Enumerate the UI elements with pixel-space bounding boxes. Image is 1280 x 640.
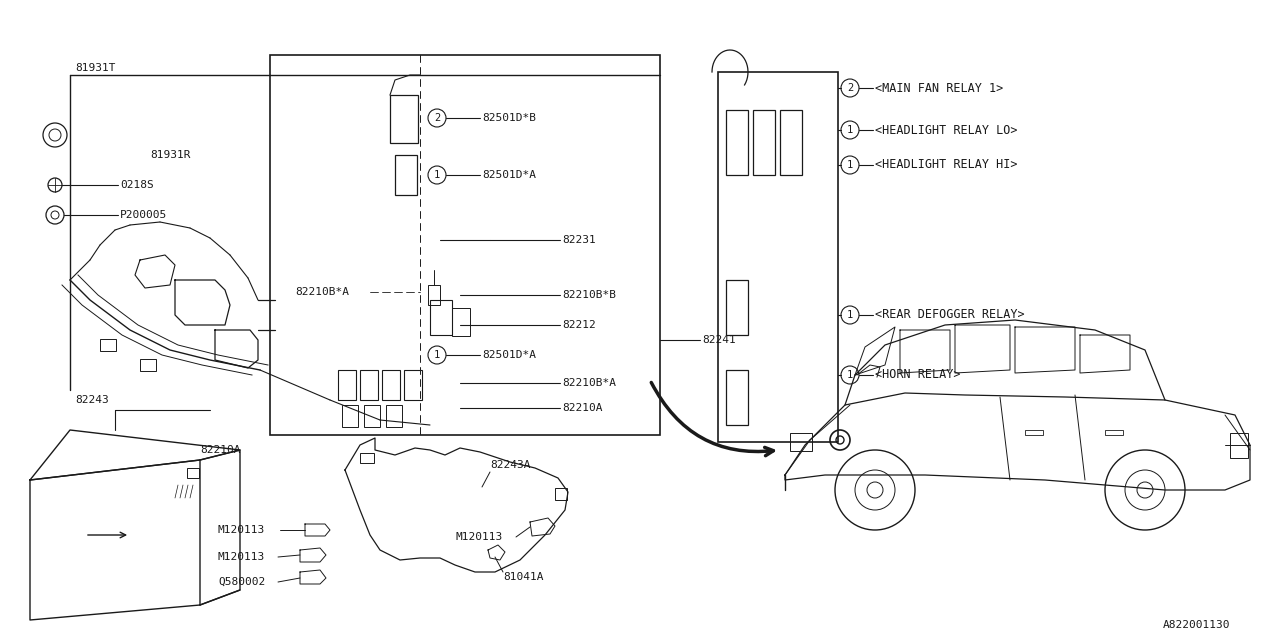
Text: 1: 1 [847,125,854,135]
Bar [556,488,567,500]
Text: 1: 1 [847,310,854,320]
Bar [790,433,812,451]
Text: 82210B*A: 82210B*A [294,287,349,297]
Text: 82501D*B: 82501D*B [483,113,536,123]
Bar [780,110,803,175]
Text: 82231: 82231 [562,235,595,245]
Text: <MAIN FAN RELAY 1>: <MAIN FAN RELAY 1> [876,81,1004,95]
Text: Q580002: Q580002 [218,577,265,587]
Text: 82210B*B: 82210B*B [562,290,616,300]
Bar [726,370,748,425]
Bar [753,110,774,175]
Text: 1: 1 [847,160,854,170]
Bar [381,370,399,400]
Bar [428,285,440,305]
Text: 82501D*A: 82501D*A [483,350,536,360]
Text: <HORN RELAY>: <HORN RELAY> [876,369,960,381]
Text: <REAR DEFOGGER RELAY>: <REAR DEFOGGER RELAY> [876,308,1024,321]
Text: 1: 1 [434,350,440,360]
Bar [360,370,378,400]
Text: P200005: P200005 [120,210,168,220]
Text: 1: 1 [434,170,440,180]
Bar [1025,430,1043,435]
Bar [342,405,358,427]
Text: M120113: M120113 [218,525,265,535]
Text: M120113: M120113 [218,552,265,562]
Text: 82243A: 82243A [490,460,530,470]
Bar [270,55,660,435]
Bar [1105,430,1123,435]
Text: M120113: M120113 [456,532,503,542]
Bar [718,72,838,442]
Text: 81931T: 81931T [76,63,115,73]
Bar [726,110,748,175]
Bar [364,405,380,427]
Text: 0218S: 0218S [120,180,154,190]
Text: <HEADLIGHT RELAY HI>: <HEADLIGHT RELAY HI> [876,159,1018,172]
Bar [1230,433,1248,458]
FancyArrowPatch shape [652,383,773,456]
Bar [387,405,402,427]
Bar [140,359,156,371]
Bar [404,370,422,400]
Bar [390,95,419,143]
Text: 1: 1 [847,370,854,380]
Bar [430,300,452,335]
Bar [726,280,748,335]
Text: 82212: 82212 [562,320,595,330]
Text: 82243: 82243 [76,395,109,405]
Bar [100,339,116,351]
Text: <HEADLIGHT RELAY LO>: <HEADLIGHT RELAY LO> [876,124,1018,136]
Text: 2: 2 [847,83,854,93]
Bar [187,468,198,478]
Text: 82501D*A: 82501D*A [483,170,536,180]
Bar [452,308,470,336]
Text: 82210A: 82210A [200,445,241,455]
Text: 81041A: 81041A [503,572,544,582]
Text: 82210A: 82210A [562,403,603,413]
Text: 82210B*A: 82210B*A [562,378,616,388]
Bar [396,155,417,195]
Text: 82241: 82241 [701,335,736,345]
Bar [338,370,356,400]
Bar [360,453,374,463]
Text: A822001130: A822001130 [1162,620,1230,630]
Text: 2: 2 [434,113,440,123]
Text: 81931R: 81931R [150,150,191,160]
